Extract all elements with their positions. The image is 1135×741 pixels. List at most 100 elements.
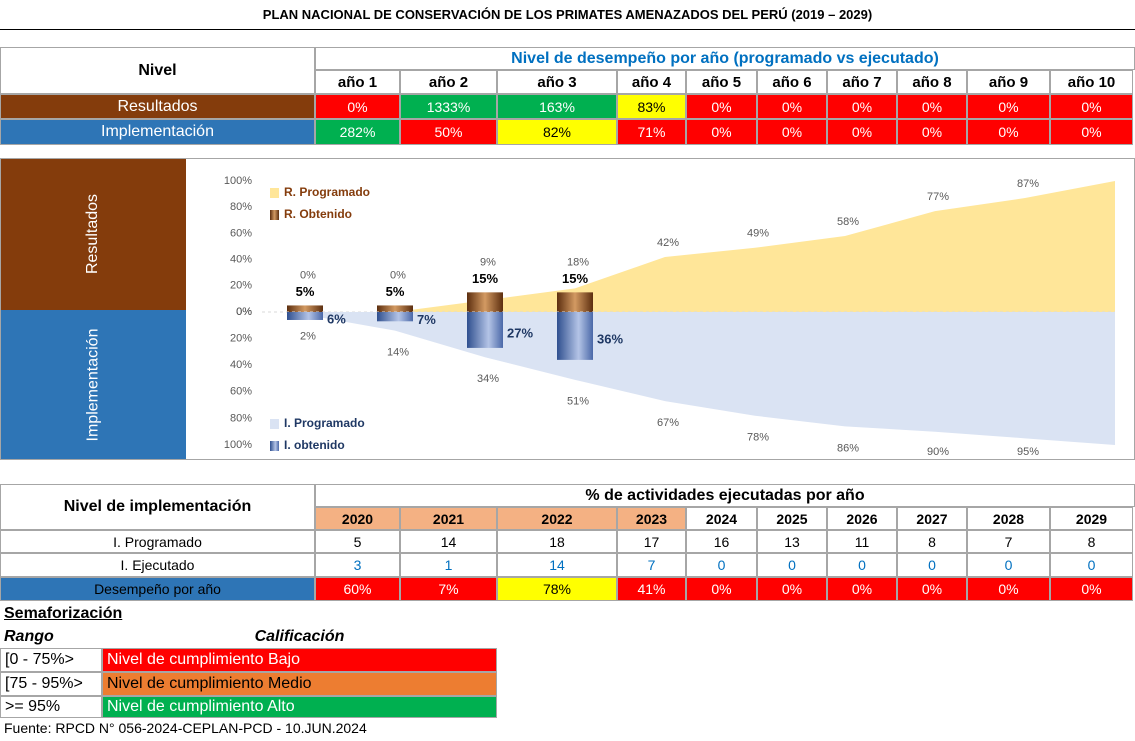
legend-swatch: [270, 210, 279, 220]
value-cell: 0%: [1050, 119, 1133, 145]
column-header: año 6: [757, 70, 827, 94]
value-cell: 83%: [617, 94, 686, 119]
row-label: I. Ejecutado: [0, 553, 315, 577]
section-label: Resultados: [0, 158, 186, 310]
y-tick-label: 0%: [236, 306, 252, 318]
bar: [287, 312, 323, 320]
value-cell: 0%: [827, 119, 897, 145]
group-header: Nivel de desempeño por año (programado v…: [315, 47, 1135, 70]
column-header: año 1: [315, 70, 400, 94]
legend-label: R. Obtenido: [284, 207, 352, 221]
data-label: 42%: [657, 237, 679, 249]
value-cell: 13: [757, 530, 827, 553]
y-tick-label: 40%: [230, 254, 252, 266]
area: [305, 181, 1115, 312]
source: Fuente: RPCD N° 056-2024-CEPLAN-PCD - 10…: [4, 720, 367, 736]
row-label: I. Programado: [0, 530, 315, 553]
bar: [467, 312, 503, 348]
data-label: 0%: [390, 269, 406, 281]
y-tick-label: 80%: [230, 412, 252, 424]
value-cell: 1333%: [400, 94, 497, 119]
value-cell: 3: [315, 553, 400, 577]
range-cell: [75 - 95%>: [0, 672, 102, 696]
data-label: 9%: [480, 256, 496, 268]
value-cell: 7%: [400, 577, 497, 601]
bar: [287, 305, 323, 312]
value-cell: 0: [827, 553, 897, 577]
rating-cell: Nivel de cumplimiento Alto: [102, 696, 497, 718]
data-label: 0%: [300, 269, 316, 281]
area: [305, 312, 1115, 445]
bar: [377, 305, 413, 312]
data-label: 5%: [296, 284, 315, 299]
row-label: Resultados: [0, 94, 315, 119]
data-label: 77%: [927, 191, 949, 203]
value-cell: 0%: [897, 577, 967, 601]
y-tick-label: 40%: [230, 359, 252, 371]
value-cell: 282%: [315, 119, 400, 145]
data-label: 7%: [417, 312, 436, 327]
value-cell: 16: [686, 530, 757, 553]
column-header: año 2: [400, 70, 497, 94]
value-cell: 0%: [967, 94, 1050, 119]
value-cell: 7: [617, 553, 686, 577]
legend-title: Semaforización: [4, 604, 123, 622]
legend-label: R. Programado: [284, 185, 370, 199]
row-header: Nivel: [0, 47, 315, 94]
y-tick-label: 100%: [224, 439, 252, 451]
column-header: 2028: [967, 507, 1050, 530]
column-header: 2025: [757, 507, 827, 530]
data-label: 90%: [927, 446, 949, 458]
bar: [557, 312, 593, 360]
group-header: % de actividades ejecutadas por año: [315, 484, 1135, 507]
legend-header: Calificación: [254, 627, 345, 645]
value-cell: 0%: [827, 94, 897, 119]
value-cell: 0%: [967, 577, 1050, 601]
value-cell: 11: [827, 530, 897, 553]
y-tick-label: 20%: [230, 280, 252, 292]
value-cell: 0%: [757, 577, 827, 601]
title: PLAN NACIONAL DE CONSERVACIÓN DE LOS PRI…: [0, 0, 1135, 30]
value-cell: 163%: [497, 94, 617, 119]
rating-cell: Nivel de cumplimiento Bajo: [102, 648, 497, 672]
data-label: 6%: [327, 311, 346, 326]
y-tick-label: 100%: [224, 175, 252, 187]
column-header: año 3: [497, 70, 617, 94]
rating-cell: Nivel de cumplimiento Medio: [102, 672, 497, 696]
data-label: 49%: [747, 228, 769, 240]
data-label: 14%: [387, 347, 409, 359]
data-label: 15%: [562, 271, 588, 286]
value-cell: 0%: [686, 119, 757, 145]
bar: [557, 292, 593, 312]
value-cell: 0%: [686, 94, 757, 119]
column-header: año 5: [686, 70, 757, 94]
data-label: 15%: [472, 271, 498, 286]
value-cell: 71%: [617, 119, 686, 145]
data-label: 36%: [597, 331, 623, 346]
data-label: 67%: [657, 417, 679, 429]
legend-header: Rango: [4, 627, 54, 645]
value-cell: 1: [400, 553, 497, 577]
section-label: Implementación: [0, 310, 186, 460]
data-label: 58%: [837, 216, 859, 228]
value-cell: 14: [400, 530, 497, 553]
data-label: 27%: [507, 325, 533, 340]
legend-label: I. Programado: [284, 416, 365, 430]
value-cell: 0%: [1050, 94, 1133, 119]
y-tick-label: 0%: [236, 306, 252, 318]
value-cell: 50%: [400, 119, 497, 145]
column-header: 2022: [497, 507, 617, 530]
value-cell: 60%: [315, 577, 400, 601]
value-cell: 0: [897, 553, 967, 577]
bar: [377, 312, 413, 322]
value-cell: 0: [757, 553, 827, 577]
legend-swatch: [270, 441, 279, 451]
data-label: 2%: [300, 331, 316, 343]
y-tick-label: 60%: [230, 227, 252, 239]
value-cell: 0%: [897, 119, 967, 145]
value-cell: 8: [897, 530, 967, 553]
value-cell: 14: [497, 553, 617, 577]
row-label: Implementación: [0, 119, 315, 145]
data-label: 51%: [567, 396, 589, 408]
value-cell: 78%: [497, 577, 617, 601]
